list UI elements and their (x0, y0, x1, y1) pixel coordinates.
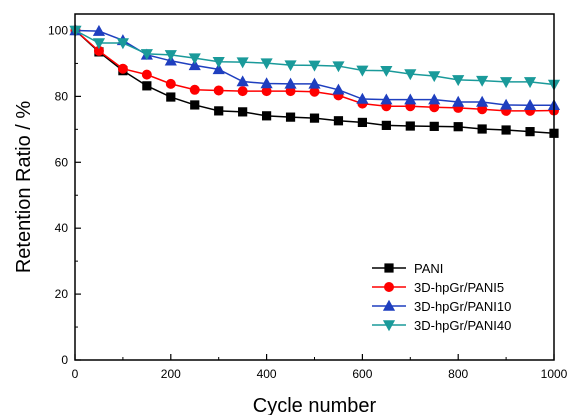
data-point (236, 75, 249, 87)
data-point (164, 50, 177, 62)
x-tick-label-2: 400 (257, 367, 277, 381)
y-tick-label-4: 80 (55, 89, 69, 103)
data-point (308, 77, 321, 89)
y-tick-label-0: 0 (61, 353, 68, 367)
data-point (309, 113, 320, 123)
data-point (284, 60, 297, 72)
legend-item-0: PANI (372, 261, 443, 276)
data-point (260, 58, 273, 70)
x-tick-label-5: 1000 (541, 367, 568, 381)
data-point (332, 83, 345, 95)
data-point (92, 38, 106, 50)
data-point (92, 24, 106, 36)
data-point (214, 106, 224, 116)
legend-marker (382, 299, 396, 311)
data-point (523, 77, 537, 89)
series-layer (69, 24, 561, 138)
legend: PANI 3D-hpGr/PANI5 3D-hpGr/PANI10 3D-hpGr/P… (372, 261, 511, 333)
y-tick-label-3: 60 (55, 155, 69, 169)
data-point (404, 93, 417, 105)
data-point (141, 69, 152, 80)
x-tick-label-3: 600 (352, 367, 372, 381)
data-point (405, 121, 415, 131)
data-point (188, 53, 201, 65)
data-point (404, 69, 417, 81)
series-0 (70, 25, 559, 138)
y-tick-label-2: 40 (55, 221, 69, 235)
data-point (188, 59, 201, 71)
data-point (429, 121, 439, 131)
data-point (285, 112, 296, 122)
data-point (525, 127, 535, 137)
data-point (356, 92, 369, 104)
data-point (284, 77, 297, 89)
legend-marker (382, 320, 396, 332)
data-point (190, 100, 200, 110)
data-point (140, 49, 153, 61)
data-point (500, 98, 513, 110)
data-point (476, 75, 489, 87)
data-point (260, 77, 273, 89)
data-point (381, 120, 391, 130)
data-point (165, 78, 176, 89)
legend-marker (384, 263, 394, 273)
data-point (523, 99, 537, 110)
data-point (380, 65, 393, 77)
data-point (116, 38, 129, 50)
data-point (236, 57, 249, 69)
data-point (166, 92, 176, 102)
x-tick-label-4: 800 (448, 367, 468, 381)
data-point (332, 61, 345, 73)
data-point (501, 125, 511, 135)
data-point (333, 116, 344, 126)
data-point (357, 117, 368, 128)
legend-marker (383, 281, 394, 292)
data-point (117, 63, 128, 74)
y-axis-title: Retention Ratio / % (13, 101, 35, 274)
data-point (142, 81, 152, 91)
x-axis-title: Cycle number (253, 395, 377, 415)
data-point (380, 93, 393, 105)
x-tick-label-1: 200 (161, 367, 181, 381)
data-point (452, 75, 465, 87)
data-point (476, 95, 489, 107)
data-point (212, 57, 225, 69)
data-point (213, 85, 224, 96)
plot-frame (74, 13, 555, 361)
data-point (238, 107, 248, 117)
x-tick-label-0: 0 (72, 367, 79, 381)
data-point (308, 60, 321, 72)
data-point (261, 111, 272, 121)
legend-item-3: 3D-hpGr/PANI40 (372, 318, 511, 333)
legend-label-3: 3D-hpGr/PANI40 (414, 318, 511, 333)
data-point (453, 122, 463, 132)
data-point (477, 124, 487, 134)
legend-label-2: 3D-hpGr/PANI10 (414, 299, 511, 314)
data-point (189, 84, 200, 95)
data-point (212, 63, 225, 75)
legend-item-1: 3D-hpGr/PANI5 (372, 280, 504, 295)
data-point (356, 65, 369, 77)
data-point (452, 95, 465, 107)
legend-label-1: 3D-hpGr/PANI5 (414, 280, 504, 295)
data-point (237, 86, 248, 97)
data-point (428, 71, 441, 83)
data-point (500, 77, 513, 89)
data-point (428, 93, 441, 105)
legend-item-2: 3D-hpGr/PANI10 (372, 299, 511, 314)
y-tick-label-5: 100 (48, 23, 68, 37)
legend-label-0: PANI (414, 261, 443, 276)
y-tick-label-1: 20 (55, 287, 69, 301)
series-3 (69, 25, 561, 91)
